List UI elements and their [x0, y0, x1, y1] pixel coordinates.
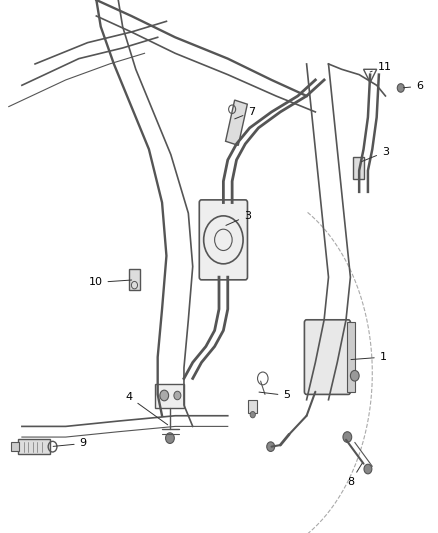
Circle shape [364, 464, 372, 474]
Text: 5: 5 [259, 391, 290, 400]
Circle shape [166, 433, 174, 443]
Circle shape [160, 390, 169, 401]
FancyBboxPatch shape [304, 320, 350, 394]
Bar [248, 400, 257, 413]
FancyBboxPatch shape [199, 200, 247, 280]
Bar [353, 157, 364, 179]
Circle shape [250, 411, 255, 418]
Bar [155, 384, 184, 408]
Text: 10: 10 [88, 278, 132, 287]
Bar [129, 269, 140, 290]
Text: 3: 3 [362, 147, 389, 161]
Text: 4: 4 [126, 392, 168, 425]
Text: 6: 6 [403, 82, 423, 91]
Bar [18, 439, 50, 454]
Bar [347, 322, 355, 392]
Circle shape [174, 391, 181, 400]
Circle shape [267, 442, 275, 451]
Bar [226, 100, 247, 146]
Circle shape [343, 432, 352, 442]
Text: 9: 9 [53, 439, 87, 448]
Text: 11: 11 [370, 62, 392, 72]
Circle shape [397, 84, 404, 92]
Text: 1: 1 [351, 352, 387, 362]
Text: 8: 8 [347, 463, 362, 487]
Circle shape [350, 370, 359, 381]
Bar [11, 442, 19, 451]
Text: 3: 3 [226, 211, 251, 225]
Text: 7: 7 [235, 107, 255, 119]
